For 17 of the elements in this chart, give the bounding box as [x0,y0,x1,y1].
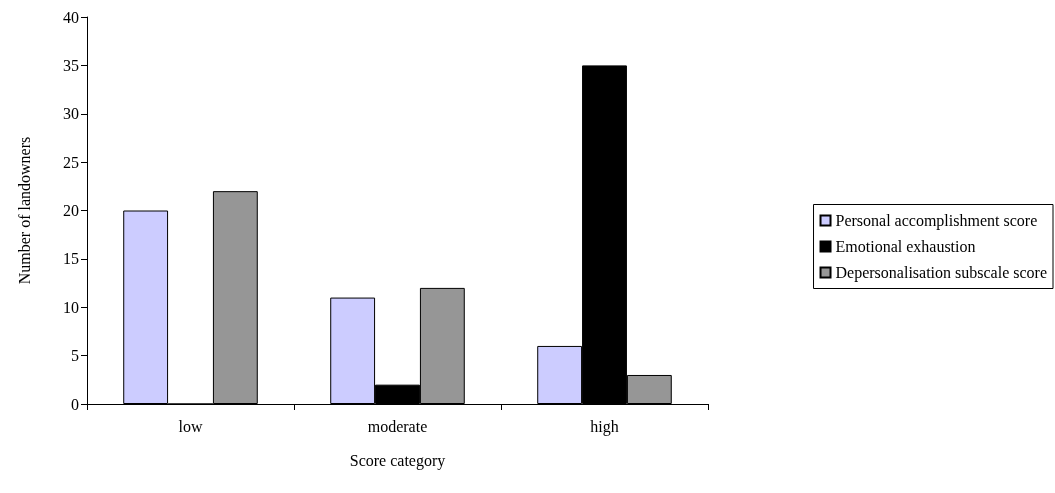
y-tick-label: 30 [63,105,79,123]
y-axis-title: Number of landowners [15,136,33,285]
y-tick-label: 15 [63,250,79,268]
y-tick-label: 0 [71,395,79,413]
x-tick-label: low [178,417,203,435]
x-tick-label: moderate [367,417,428,435]
y-tick-label: 10 [63,298,79,316]
legend-label: Emotional exhaustion [835,238,976,255]
legend-label: Personal accomplishment score [835,212,1038,230]
y-tick-label: 20 [63,202,79,219]
y-tick-label: 25 [63,153,79,171]
legend-label: Depersonalisation subscale score [835,264,1047,282]
x-axis-title: Score category [349,451,446,470]
y-tick-label: 35 [63,56,79,74]
x-tick-label: high [590,417,619,436]
y-tick-label: 40 [63,8,79,26]
y-tick-label: 5 [71,347,79,365]
